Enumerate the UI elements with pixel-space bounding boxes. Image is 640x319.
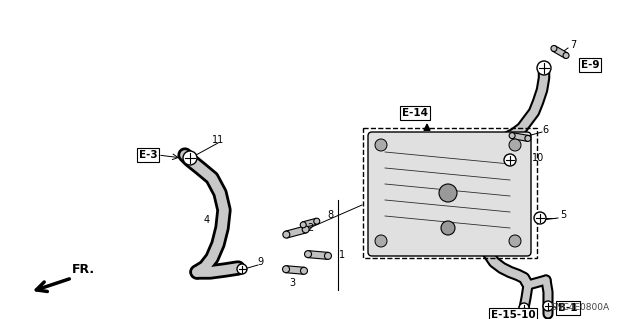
Text: 6: 6 xyxy=(542,125,548,135)
Text: 10: 10 xyxy=(532,153,544,163)
Polygon shape xyxy=(308,251,328,259)
Circle shape xyxy=(282,266,289,273)
Circle shape xyxy=(537,61,551,75)
Bar xyxy=(363,128,537,258)
Polygon shape xyxy=(285,226,307,238)
Text: 7: 7 xyxy=(570,40,576,50)
Circle shape xyxy=(305,251,312,258)
Text: 1: 1 xyxy=(339,250,345,260)
Text: 5: 5 xyxy=(560,210,566,220)
Text: 3: 3 xyxy=(289,278,295,288)
Circle shape xyxy=(441,221,455,235)
Circle shape xyxy=(237,264,247,274)
Circle shape xyxy=(509,139,521,151)
Circle shape xyxy=(375,235,387,247)
Circle shape xyxy=(504,154,516,166)
Circle shape xyxy=(324,252,332,259)
Circle shape xyxy=(551,46,557,51)
Text: SNC4E0800A: SNC4E0800A xyxy=(550,303,609,313)
Circle shape xyxy=(314,218,320,224)
Polygon shape xyxy=(303,218,317,228)
Text: E-9: E-9 xyxy=(580,60,599,70)
Text: E-14: E-14 xyxy=(402,108,428,118)
Text: E-3: E-3 xyxy=(139,150,157,160)
Text: 9: 9 xyxy=(257,257,263,267)
Text: 8: 8 xyxy=(327,210,333,220)
Text: E-15-10: E-15-10 xyxy=(491,310,535,319)
Circle shape xyxy=(525,135,531,141)
Circle shape xyxy=(300,267,307,274)
Circle shape xyxy=(300,222,306,228)
FancyBboxPatch shape xyxy=(368,132,531,256)
Circle shape xyxy=(534,212,546,224)
Polygon shape xyxy=(511,133,529,141)
Circle shape xyxy=(283,231,290,238)
Text: FR.: FR. xyxy=(72,263,95,276)
Polygon shape xyxy=(552,46,568,58)
Circle shape xyxy=(375,139,387,151)
Circle shape xyxy=(439,184,457,202)
Circle shape xyxy=(543,301,553,311)
Text: 4: 4 xyxy=(204,215,210,225)
Circle shape xyxy=(563,53,569,58)
Polygon shape xyxy=(285,266,304,274)
Circle shape xyxy=(509,133,515,139)
Text: 2: 2 xyxy=(307,223,313,233)
Text: 11: 11 xyxy=(212,135,224,145)
Circle shape xyxy=(302,226,309,233)
Circle shape xyxy=(183,151,197,165)
Text: B-1: B-1 xyxy=(558,303,578,313)
Circle shape xyxy=(519,303,529,313)
Circle shape xyxy=(509,235,521,247)
